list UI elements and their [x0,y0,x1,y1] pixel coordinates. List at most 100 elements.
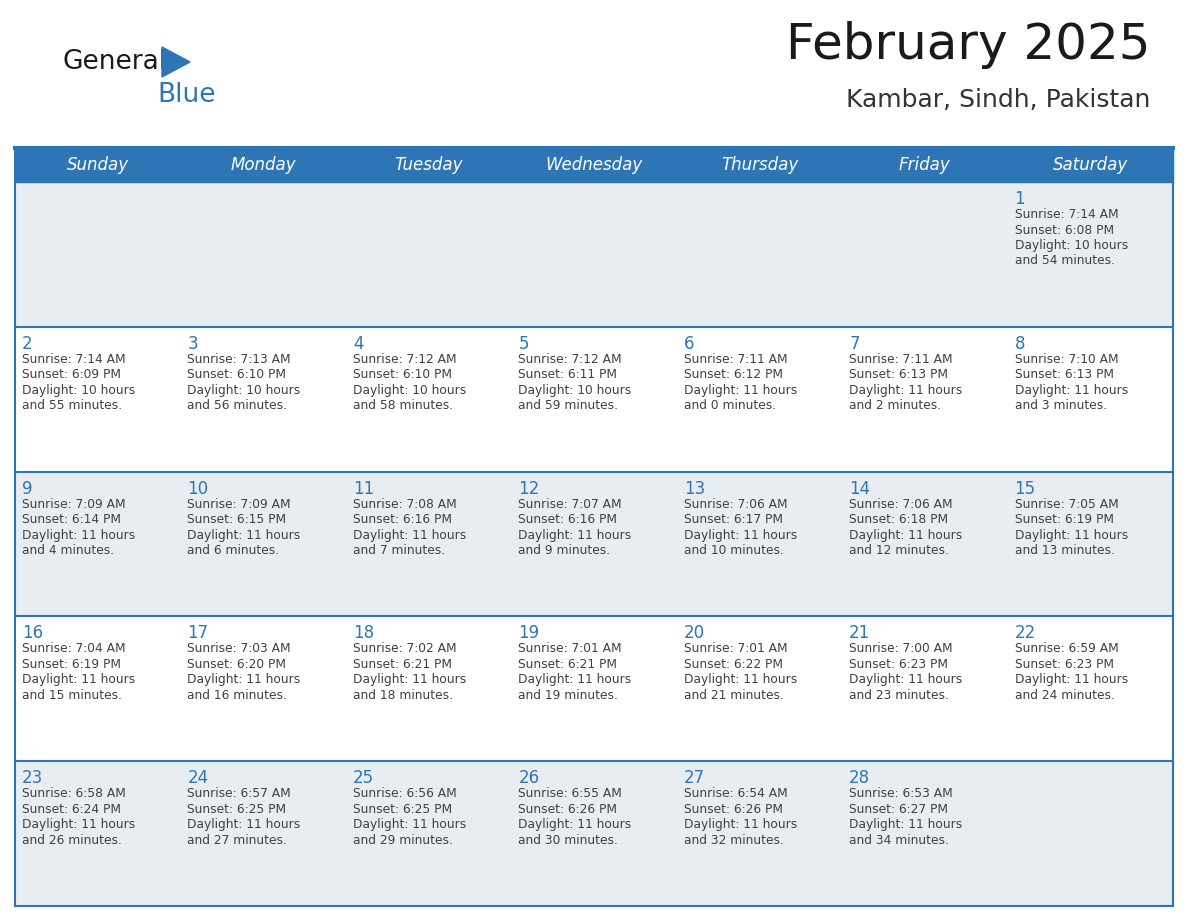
Text: Sunrise: 7:00 AM: Sunrise: 7:00 AM [849,643,953,655]
Bar [15,616,1173,761]
Text: Sunset: 6:11 PM: Sunset: 6:11 PM [518,368,618,381]
Text: Kambar, Sindh, Pakistan: Kambar, Sindh, Pakistan [846,88,1150,112]
Text: 7: 7 [849,335,860,353]
Text: Daylight: 11 hours: Daylight: 11 hours [518,818,632,831]
Text: 4: 4 [353,335,364,353]
Text: and 16 minutes.: and 16 minutes. [188,688,287,702]
Text: Daylight: 11 hours: Daylight: 11 hours [188,529,301,542]
Text: Sunrise: 7:11 AM: Sunrise: 7:11 AM [684,353,788,365]
Text: Daylight: 11 hours: Daylight: 11 hours [849,529,962,542]
Text: Daylight: 10 hours: Daylight: 10 hours [188,384,301,397]
Text: 14: 14 [849,479,871,498]
Text: Sunset: 6:24 PM: Sunset: 6:24 PM [23,802,121,816]
Text: 23: 23 [23,769,43,788]
Polygon shape [162,47,190,77]
Text: Daylight: 11 hours: Daylight: 11 hours [23,529,135,542]
Text: Daylight: 11 hours: Daylight: 11 hours [518,674,632,687]
Text: Sunrise: 6:56 AM: Sunrise: 6:56 AM [353,788,456,800]
Text: and 7 minutes.: and 7 minutes. [353,544,446,557]
Text: Sunset: 6:19 PM: Sunset: 6:19 PM [23,658,121,671]
Text: and 24 minutes.: and 24 minutes. [1015,688,1114,702]
Text: Blue: Blue [157,82,215,108]
Bar [15,327,1173,472]
Text: Sunrise: 7:14 AM: Sunrise: 7:14 AM [23,353,126,365]
Text: and 55 minutes.: and 55 minutes. [23,399,122,412]
Text: Sunrise: 7:12 AM: Sunrise: 7:12 AM [518,353,621,365]
Text: Daylight: 11 hours: Daylight: 11 hours [849,818,962,831]
Text: Daylight: 11 hours: Daylight: 11 hours [518,529,632,542]
Text: Sunrise: 7:09 AM: Sunrise: 7:09 AM [23,498,126,510]
Text: Sunset: 6:18 PM: Sunset: 6:18 PM [849,513,948,526]
Text: 1: 1 [1015,190,1025,208]
Text: 10: 10 [188,479,209,498]
Text: Sunset: 6:14 PM: Sunset: 6:14 PM [23,513,121,526]
Text: Sunrise: 6:59 AM: Sunrise: 6:59 AM [1015,643,1118,655]
Text: Sunrise: 7:12 AM: Sunrise: 7:12 AM [353,353,456,365]
Text: 24: 24 [188,769,209,788]
Text: Sunrise: 7:10 AM: Sunrise: 7:10 AM [1015,353,1118,365]
Text: and 29 minutes.: and 29 minutes. [353,834,453,846]
Text: Daylight: 11 hours: Daylight: 11 hours [684,529,797,542]
Text: Sunrise: 6:54 AM: Sunrise: 6:54 AM [684,788,788,800]
Text: Daylight: 11 hours: Daylight: 11 hours [849,674,962,687]
Text: Sunset: 6:23 PM: Sunset: 6:23 PM [849,658,948,671]
Text: 3: 3 [188,335,198,353]
Text: 11: 11 [353,479,374,498]
Text: and 15 minutes.: and 15 minutes. [23,688,122,702]
Text: Sunrise: 6:55 AM: Sunrise: 6:55 AM [518,788,623,800]
Text: Daylight: 11 hours: Daylight: 11 hours [353,529,466,542]
Text: 21: 21 [849,624,871,643]
Text: Sunrise: 7:01 AM: Sunrise: 7:01 AM [684,643,788,655]
Text: and 26 minutes.: and 26 minutes. [23,834,122,846]
Text: Sunset: 6:25 PM: Sunset: 6:25 PM [353,802,451,816]
Text: Sunrise: 7:11 AM: Sunrise: 7:11 AM [849,353,953,365]
Bar [15,472,1173,616]
Text: and 32 minutes.: and 32 minutes. [684,834,784,846]
Text: and 54 minutes.: and 54 minutes. [1015,254,1114,267]
Text: Sunset: 6:27 PM: Sunset: 6:27 PM [849,802,948,816]
Text: Sunrise: 7:06 AM: Sunrise: 7:06 AM [849,498,953,510]
Text: and 9 minutes.: and 9 minutes. [518,544,611,557]
Text: Sunday: Sunday [67,156,128,174]
Text: Daylight: 11 hours: Daylight: 11 hours [684,818,797,831]
Text: Daylight: 11 hours: Daylight: 11 hours [1015,529,1127,542]
Text: Sunset: 6:23 PM: Sunset: 6:23 PM [1015,658,1113,671]
Text: 12: 12 [518,479,539,498]
Text: 5: 5 [518,335,529,353]
Text: 8: 8 [1015,335,1025,353]
Bar [15,182,1173,327]
Text: and 4 minutes.: and 4 minutes. [23,544,114,557]
Text: Sunrise: 7:08 AM: Sunrise: 7:08 AM [353,498,456,510]
Text: 18: 18 [353,624,374,643]
Text: and 19 minutes.: and 19 minutes. [518,688,618,702]
Text: Daylight: 11 hours: Daylight: 11 hours [684,674,797,687]
Text: Daylight: 11 hours: Daylight: 11 hours [353,674,466,687]
Text: 6: 6 [684,335,694,353]
Text: and 34 minutes.: and 34 minutes. [849,834,949,846]
Text: Daylight: 11 hours: Daylight: 11 hours [23,818,135,831]
Text: Sunrise: 7:06 AM: Sunrise: 7:06 AM [684,498,788,510]
Text: Sunset: 6:26 PM: Sunset: 6:26 PM [684,802,783,816]
Text: Sunrise: 7:01 AM: Sunrise: 7:01 AM [518,643,621,655]
Text: 2: 2 [23,335,32,353]
Text: Tuesday: Tuesday [394,156,463,174]
Text: 22: 22 [1015,624,1036,643]
Text: Sunrise: 6:57 AM: Sunrise: 6:57 AM [188,788,291,800]
Text: Daylight: 11 hours: Daylight: 11 hours [188,818,301,831]
Text: Sunset: 6:21 PM: Sunset: 6:21 PM [353,658,451,671]
Text: Wednesday: Wednesday [545,156,643,174]
Text: Sunset: 6:09 PM: Sunset: 6:09 PM [23,368,121,381]
Text: 19: 19 [518,624,539,643]
Text: Daylight: 10 hours: Daylight: 10 hours [1015,239,1127,252]
Text: 20: 20 [684,624,704,643]
Text: Sunrise: 7:02 AM: Sunrise: 7:02 AM [353,643,456,655]
Text: Sunrise: 6:53 AM: Sunrise: 6:53 AM [849,788,953,800]
Text: Monday: Monday [230,156,296,174]
Text: and 10 minutes.: and 10 minutes. [684,544,784,557]
Text: Sunset: 6:12 PM: Sunset: 6:12 PM [684,368,783,381]
Bar [15,761,1173,906]
Text: Sunset: 6:17 PM: Sunset: 6:17 PM [684,513,783,526]
Text: and 2 minutes.: and 2 minutes. [849,399,941,412]
Text: 16: 16 [23,624,43,643]
Text: and 23 minutes.: and 23 minutes. [849,688,949,702]
